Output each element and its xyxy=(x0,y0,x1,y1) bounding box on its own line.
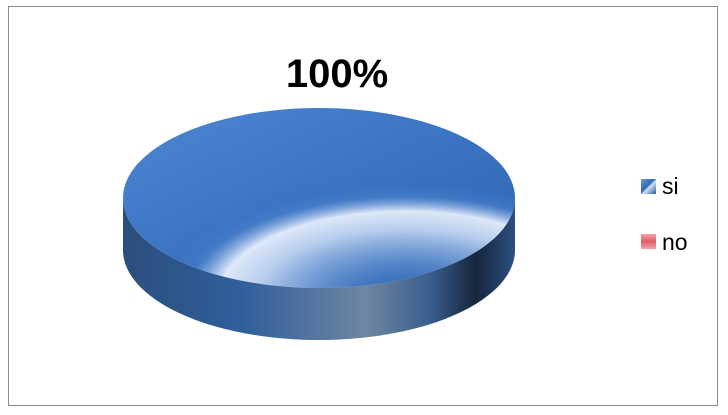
pie-group xyxy=(123,108,515,340)
legend-swatch-si xyxy=(641,179,656,194)
data-label-si: 100% xyxy=(286,52,388,96)
pie-slice-side-si xyxy=(123,198,515,340)
legend-entry-si: si xyxy=(641,173,679,199)
legend-label-si: si xyxy=(662,173,679,199)
legend-entry-no: no xyxy=(641,229,688,255)
pie-slice-highlight-si xyxy=(123,108,515,288)
legend: si no xyxy=(641,173,688,255)
legend-swatch-no xyxy=(641,234,656,249)
legend-label-no: no xyxy=(662,229,688,255)
